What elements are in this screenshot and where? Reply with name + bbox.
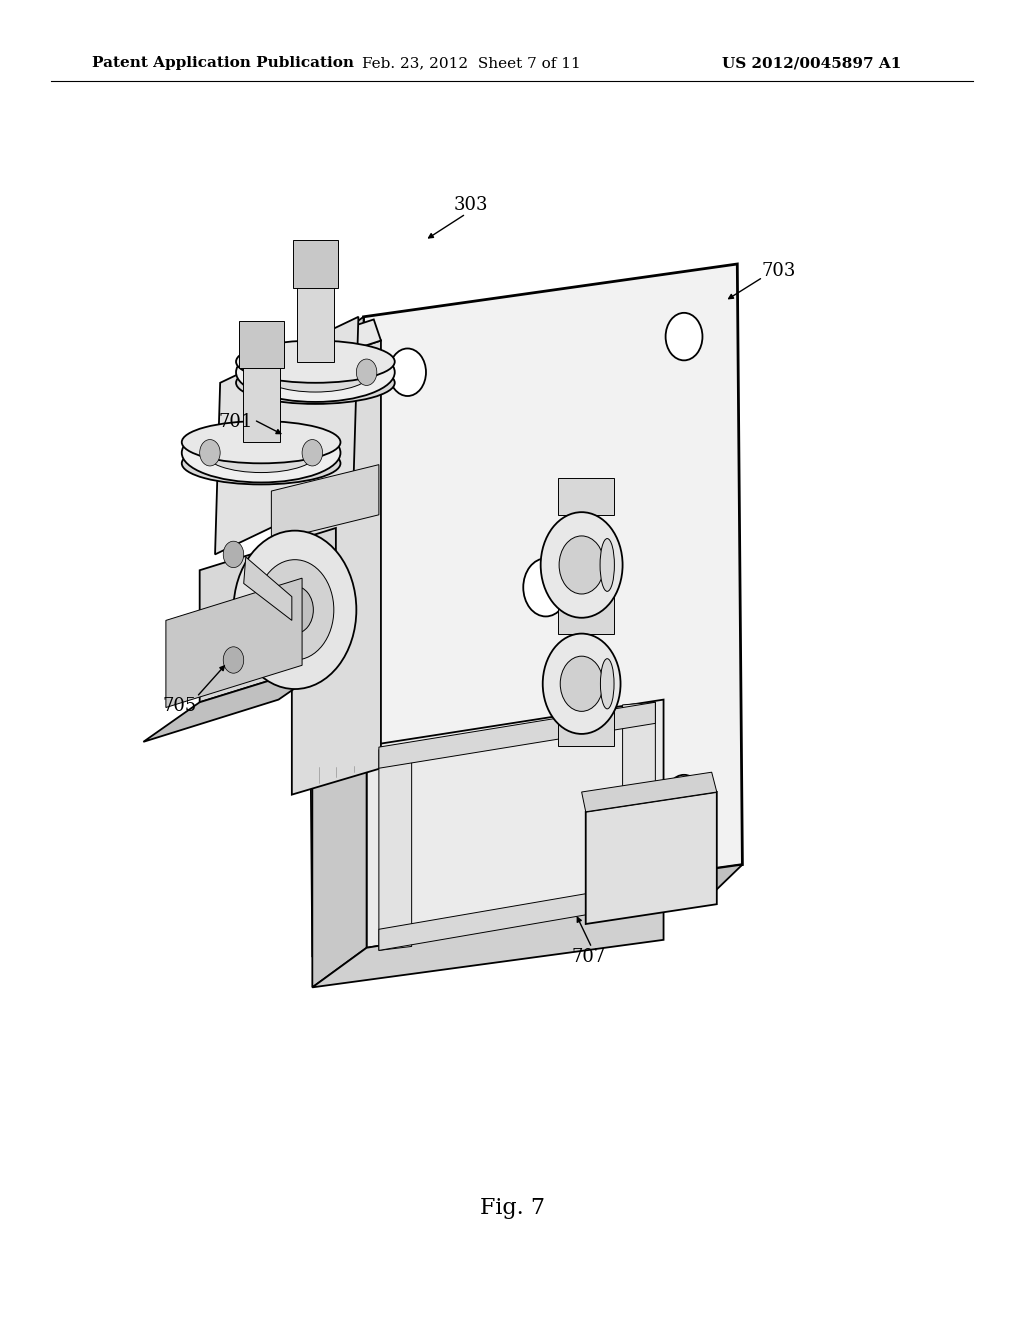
Polygon shape [312,746,367,987]
Polygon shape [271,465,379,541]
Text: 701: 701 [218,413,253,432]
Text: 703: 703 [761,261,796,280]
Text: 303: 303 [454,195,488,214]
Polygon shape [586,792,717,924]
Polygon shape [379,747,412,950]
Circle shape [523,558,568,616]
Polygon shape [623,702,655,906]
Bar [558,709,614,746]
Text: 705: 705 [162,697,197,715]
Ellipse shape [182,421,340,463]
Bar [297,280,334,362]
Polygon shape [166,578,302,708]
Circle shape [223,647,244,673]
Polygon shape [379,882,655,950]
Bar [558,478,614,515]
Ellipse shape [259,352,372,392]
Ellipse shape [182,442,340,484]
Circle shape [560,656,603,711]
Circle shape [559,536,604,594]
Polygon shape [200,528,336,702]
Ellipse shape [600,539,614,591]
Polygon shape [367,700,664,948]
Circle shape [256,560,334,660]
Circle shape [541,512,623,618]
Circle shape [543,634,621,734]
FancyBboxPatch shape [239,321,284,368]
Ellipse shape [600,659,614,709]
Bar [558,597,614,634]
Ellipse shape [205,433,317,473]
Text: Fig. 7: Fig. 7 [479,1197,545,1218]
Circle shape [223,541,244,568]
Polygon shape [364,264,742,917]
Ellipse shape [236,342,395,401]
Polygon shape [215,317,358,554]
Circle shape [254,359,274,385]
Ellipse shape [236,341,395,383]
Text: Feb. 23, 2012  Sheet 7 of 11: Feb. 23, 2012 Sheet 7 of 11 [361,57,581,70]
Polygon shape [307,317,369,957]
Ellipse shape [236,362,395,404]
Polygon shape [244,557,292,620]
Polygon shape [292,341,381,795]
Circle shape [200,440,220,466]
Circle shape [233,531,356,689]
Circle shape [356,359,377,385]
Text: US 2012/0045897 A1: US 2012/0045897 A1 [722,57,901,70]
Circle shape [666,313,702,360]
Circle shape [389,348,426,396]
Circle shape [666,775,702,822]
Polygon shape [143,660,336,742]
FancyBboxPatch shape [293,240,338,288]
Polygon shape [379,702,655,768]
Polygon shape [312,900,664,987]
Polygon shape [285,319,381,370]
Circle shape [276,586,313,634]
Text: 707: 707 [571,948,606,966]
Circle shape [389,810,426,858]
Polygon shape [582,772,717,812]
Polygon shape [312,865,742,957]
Ellipse shape [182,422,340,483]
Bar [243,360,280,442]
Text: Patent Application Publication: Patent Application Publication [92,57,354,70]
Circle shape [302,440,323,466]
